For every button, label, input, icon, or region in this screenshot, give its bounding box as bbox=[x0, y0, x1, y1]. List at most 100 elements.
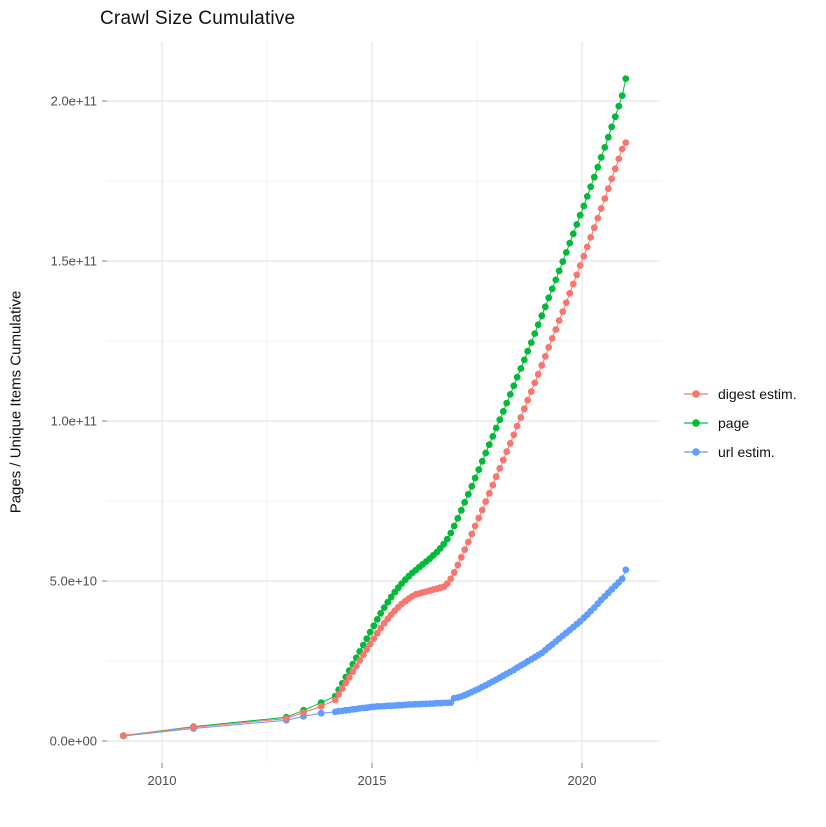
data-point-digestestim bbox=[468, 530, 476, 538]
data-point-page bbox=[366, 628, 374, 636]
data-point-page bbox=[534, 321, 542, 329]
data-point-digestestim bbox=[363, 646, 371, 653]
data-point-page bbox=[531, 330, 539, 337]
data-point-digestestim bbox=[531, 379, 539, 387]
data-point-page bbox=[387, 593, 395, 601]
data-point-page bbox=[457, 506, 465, 514]
data-point-digestestim bbox=[366, 640, 374, 648]
data-point-digestestim bbox=[342, 679, 350, 687]
data-point-digestestim bbox=[478, 506, 486, 514]
data-point-digestestim bbox=[120, 732, 127, 739]
data-point-digestestim bbox=[461, 546, 469, 553]
legend-label: digest estim. bbox=[718, 385, 797, 402]
legend-entry: digest estim. bbox=[683, 379, 797, 408]
data-point-digestestim bbox=[510, 431, 518, 439]
data-point-page bbox=[384, 598, 392, 606]
data-point-page bbox=[454, 514, 462, 522]
data-point-digestestim bbox=[489, 481, 497, 489]
data-point-digestestim bbox=[443, 580, 451, 587]
data-point-page bbox=[380, 604, 388, 611]
data-point-digestestim bbox=[569, 280, 577, 288]
data-point-digestestim bbox=[545, 344, 553, 351]
legend-entry: page bbox=[683, 408, 797, 437]
data-point-page bbox=[618, 92, 626, 99]
data-point-digestestim bbox=[282, 715, 290, 722]
data-point-digestestim bbox=[555, 317, 563, 324]
data-point-digestestim bbox=[447, 575, 455, 583]
data-point-page bbox=[503, 399, 511, 407]
data-point-digestestim bbox=[454, 561, 462, 569]
data-point-page bbox=[447, 529, 455, 537]
data-point-digestestim bbox=[335, 690, 343, 698]
data-point-digestestim bbox=[580, 252, 588, 260]
data-point-page bbox=[471, 474, 479, 482]
y-tick-label: 1.5e+11 bbox=[51, 254, 97, 269]
data-point-page bbox=[587, 183, 595, 191]
data-point-page bbox=[622, 75, 630, 82]
data-point-digestestim bbox=[611, 165, 619, 173]
data-point-digestestim bbox=[450, 569, 458, 576]
data-point-digestestim bbox=[471, 522, 479, 530]
x-tick-label: 2010 bbox=[148, 773, 177, 788]
legend: digest estim. page url estim. bbox=[683, 379, 797, 466]
series-line-urlestim bbox=[123, 569, 627, 737]
data-point-page bbox=[604, 133, 612, 141]
data-point-digestestim bbox=[349, 668, 357, 675]
data-point-digestestim bbox=[576, 262, 584, 269]
data-point-page bbox=[517, 365, 525, 372]
data-point-urlestim bbox=[317, 709, 325, 717]
data-point-digestestim bbox=[345, 673, 353, 681]
legend-key-icon bbox=[684, 447, 708, 456]
data-point-page bbox=[615, 102, 623, 110]
data-point-digestestim bbox=[562, 299, 570, 306]
data-point-page bbox=[482, 449, 490, 457]
data-point-page bbox=[545, 294, 553, 302]
data-point-page bbox=[562, 249, 570, 256]
data-point-digestestim bbox=[370, 635, 378, 642]
data-point-digestestim bbox=[485, 489, 493, 497]
data-point-digestestim bbox=[541, 353, 549, 360]
data-point-digestestim bbox=[506, 440, 514, 447]
data-point-digestestim bbox=[608, 175, 616, 183]
data-point-digestestim bbox=[587, 233, 595, 241]
data-point-page bbox=[552, 276, 560, 284]
data-point-page bbox=[608, 123, 616, 131]
data-point-page bbox=[538, 312, 546, 320]
data-point-digestestim bbox=[594, 214, 602, 222]
y-tick-label: 1.0e+11 bbox=[51, 414, 97, 429]
data-point-page bbox=[468, 482, 476, 490]
legend-entry: url estim. bbox=[683, 437, 797, 466]
data-point-digestestim bbox=[548, 335, 556, 342]
data-point-digestestim bbox=[583, 243, 591, 251]
data-point-digestestim bbox=[338, 685, 346, 692]
data-point-page bbox=[461, 498, 469, 506]
data-point-page bbox=[590, 173, 598, 181]
data-point-page bbox=[576, 211, 584, 219]
data-point-digestestim bbox=[559, 308, 567, 315]
data-point-digestestim bbox=[590, 224, 598, 232]
data-point-digestestim bbox=[475, 514, 483, 522]
legend-label: url estim. bbox=[718, 443, 775, 460]
data-point-page bbox=[440, 540, 448, 548]
data-point-digestestim bbox=[331, 696, 339, 704]
data-point-page bbox=[541, 303, 549, 311]
data-point-digestestim bbox=[492, 473, 500, 481]
data-point-digestestim bbox=[482, 498, 490, 505]
chart-title: Crawl Size Cumulative bbox=[100, 8, 296, 29]
data-point-page bbox=[496, 416, 504, 424]
data-point-page bbox=[597, 153, 605, 161]
data-point-page bbox=[520, 356, 528, 364]
data-point-page bbox=[377, 609, 385, 617]
data-point-page bbox=[566, 239, 574, 247]
data-point-page bbox=[580, 202, 588, 210]
data-point-page bbox=[475, 466, 483, 473]
data-point-digestestim bbox=[517, 414, 525, 421]
data-point-page bbox=[506, 391, 514, 398]
y-tick-label: 0.0e+00 bbox=[50, 734, 97, 749]
data-point-digestestim bbox=[356, 657, 364, 664]
data-point-page bbox=[555, 267, 563, 275]
data-point-digestestim bbox=[597, 205, 605, 212]
data-point-digestestim bbox=[359, 651, 367, 659]
